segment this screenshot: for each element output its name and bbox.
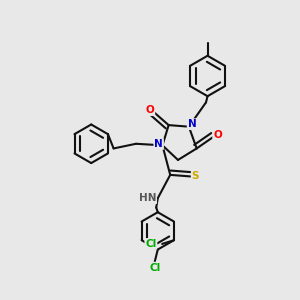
Text: Cl: Cl <box>145 239 157 249</box>
Text: O: O <box>146 105 154 115</box>
Text: Cl: Cl <box>149 262 160 273</box>
Text: S: S <box>192 171 199 182</box>
Text: O: O <box>213 130 222 140</box>
Text: N: N <box>188 119 196 129</box>
Text: HN: HN <box>139 193 156 203</box>
Text: N: N <box>154 139 163 149</box>
